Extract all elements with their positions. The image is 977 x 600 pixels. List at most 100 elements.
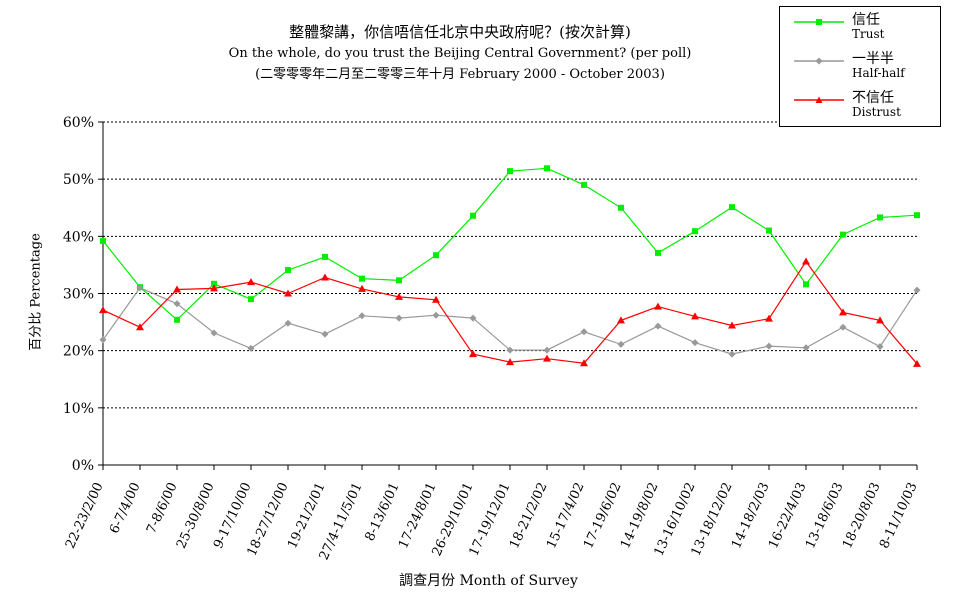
title-date-range: (二零零零年二月至二零零三年十月 February 2000 - October… <box>255 67 665 82</box>
x-tick-label: 19-21/2/01 <box>285 480 329 551</box>
legend-sublabel-distrust: Distrust <box>852 105 901 119</box>
trust-point <box>544 165 550 172</box>
legend-label-distrust: 不信任 <box>852 90 894 106</box>
series-distrust <box>99 257 921 367</box>
half-half-point <box>99 336 107 344</box>
legend-label-trust: 信任 <box>852 12 880 28</box>
chart-title: 整體黎講，你信唔信任北京中央政府呢？(按次計算) On the whole, d… <box>180 22 740 85</box>
distrust-point <box>580 359 588 367</box>
y-tick-label: 30% <box>63 287 94 303</box>
x-tick-label: 14-19/8/02 <box>618 480 662 551</box>
trust-point <box>803 281 809 288</box>
distrust-point <box>876 316 884 324</box>
x-tick-labels: 22-23/2/00 6-7/4/00 7-8/6/0025-30/8/009-17… <box>63 480 921 562</box>
half-half-point <box>876 343 884 351</box>
legend-item-trust: 信任 Trust <box>780 7 940 46</box>
data-series <box>99 165 921 367</box>
x-tick-label: 14-18/2/03 <box>729 480 773 551</box>
half-half-point <box>395 314 403 322</box>
legend-sublabel-half-half: Half-half <box>852 66 905 80</box>
half-half-point <box>580 328 588 336</box>
distrust-point <box>395 292 403 300</box>
half-half-point <box>691 339 699 347</box>
half-half-point <box>802 344 810 352</box>
distrust-point <box>839 308 847 316</box>
distrust-point <box>321 273 329 281</box>
x-tick-label: 16-22/4/03 <box>766 480 810 551</box>
legend-item-half-half: 一半半 Half-half <box>780 46 940 85</box>
half-half-point <box>506 346 514 354</box>
half-half-line <box>102 287 918 355</box>
distrust-point <box>99 306 107 314</box>
x-tick-label: 17-19/6/02 <box>581 480 625 551</box>
y-tick-label: 10% <box>63 401 94 417</box>
legend-item-distrust: 不信任 Distrust <box>780 85 940 124</box>
distrust-point <box>284 289 292 297</box>
half-half-point <box>321 330 329 338</box>
x-tick-label: 18-21/2/02 <box>507 480 551 551</box>
x-tick-label: 6-7/4/00 <box>107 480 144 536</box>
trust-point <box>729 204 735 211</box>
trust-point <box>433 252 439 259</box>
trust-point <box>692 228 698 235</box>
y-tick-label: 0% <box>72 458 94 474</box>
distrust-point <box>432 295 440 303</box>
trust-point <box>248 296 254 303</box>
series-half-half <box>99 284 921 358</box>
half-half-point <box>247 344 255 352</box>
distrust-point <box>136 323 144 331</box>
distrust-point <box>802 257 810 265</box>
legend-label-half-half: 一半半 <box>852 51 894 67</box>
half-half-point <box>765 342 773 350</box>
trust-point <box>470 212 476 219</box>
trust-point <box>174 316 180 323</box>
x-tick-label: 13-18/6/03 <box>803 480 847 551</box>
x-tick-label: 8-11/10/03 <box>877 480 921 551</box>
trust-point <box>581 181 587 188</box>
half-half-point <box>136 284 144 292</box>
trust-point <box>285 267 291 274</box>
y-axis-label: 百分比 Percentage <box>28 233 44 351</box>
y-tick-labels: 0% 10% 20% 30% 40% 50% 60% <box>63 115 94 474</box>
distrust-point <box>543 354 551 362</box>
half-half-point <box>654 322 662 330</box>
trust-point <box>840 231 846 238</box>
half-half-point <box>617 340 625 348</box>
half-half-point <box>839 323 847 331</box>
x-tick-label: 17-24/8/01 <box>396 480 440 551</box>
distrust-point <box>765 314 773 322</box>
x-tick-label: 25-30/8/00 <box>174 480 218 551</box>
distrust-point <box>691 312 699 320</box>
trust-point <box>359 275 365 282</box>
trust-point <box>914 212 920 219</box>
half-half-legend-swatch <box>794 57 844 65</box>
series-trust <box>100 165 920 323</box>
title-english: On the whole, do you trust the Beijing C… <box>228 46 692 61</box>
y-tick-label: 60% <box>63 115 94 131</box>
legend: 信任 Trust 一半半 Half-half 不信任 Distrust <box>779 6 941 127</box>
x-tick-label: 7-8/6/00 <box>144 480 181 536</box>
half-half-point <box>432 311 440 319</box>
distrust-point <box>247 278 255 286</box>
trust-legend-swatch <box>794 19 844 25</box>
trust-point <box>100 237 106 244</box>
legend-sublabel-trust: Trust <box>852 27 885 41</box>
trust-point <box>877 214 883 221</box>
half-half-point <box>543 346 551 354</box>
y-tick-label: 20% <box>63 344 94 360</box>
x-tick-label: 18-20/8/03 <box>840 480 884 551</box>
distrust-point <box>358 284 366 292</box>
trust-point <box>322 253 328 260</box>
trust-point <box>211 280 217 287</box>
x-tick-label: 8-13/6/01 <box>362 480 402 543</box>
distrust-point <box>913 359 921 367</box>
distrust-point <box>654 302 662 310</box>
x-tick-label: 22-23/2/00 <box>63 480 107 551</box>
half-half-point <box>358 312 366 320</box>
distrust-point <box>173 285 181 293</box>
trust-point <box>396 277 402 284</box>
half-half-point <box>913 286 921 294</box>
x-axis-label: 調查月份 Month of Survey <box>399 573 578 589</box>
y-tick-label: 50% <box>63 172 94 188</box>
half-half-point <box>284 319 292 327</box>
